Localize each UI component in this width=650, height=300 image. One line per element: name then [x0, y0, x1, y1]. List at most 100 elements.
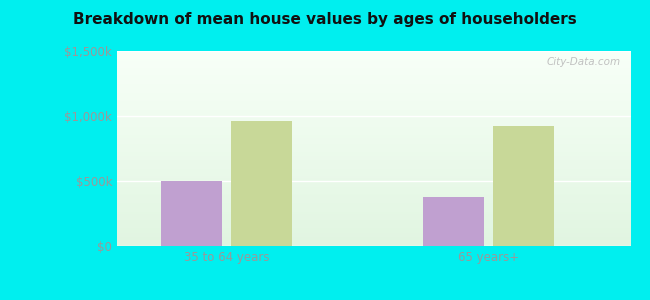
Bar	[8, 115, 650, 116]
Bar	[8, 241, 650, 242]
Text: Breakdown of mean house values by ages of householders: Breakdown of mean house values by ages o…	[73, 12, 577, 27]
Bar	[8, 68, 650, 70]
Bar	[8, 84, 650, 85]
Bar	[8, 103, 650, 105]
Bar	[8, 95, 650, 96]
Bar	[8, 195, 650, 196]
Bar	[8, 66, 650, 67]
Bar	[8, 106, 650, 107]
Bar	[8, 194, 650, 195]
Bar	[8, 133, 650, 134]
Bar	[8, 132, 650, 133]
Bar	[8, 204, 650, 205]
Bar	[8, 76, 650, 77]
Bar	[8, 74, 650, 75]
Bar	[8, 64, 650, 66]
Bar	[8, 224, 650, 226]
Bar	[8, 52, 650, 53]
Bar	[8, 157, 650, 158]
Bar	[8, 229, 650, 230]
Bar	[8, 206, 650, 207]
Bar	[231, 121, 292, 246]
Bar	[8, 237, 650, 238]
Bar	[8, 188, 650, 190]
Bar	[8, 223, 650, 224]
Bar	[8, 127, 650, 128]
Bar	[8, 231, 650, 232]
Bar	[8, 112, 650, 113]
Bar	[8, 152, 650, 153]
Bar	[8, 96, 650, 97]
Bar	[8, 107, 650, 109]
Bar	[8, 94, 650, 95]
Bar	[8, 216, 650, 217]
Bar	[8, 83, 650, 84]
Bar	[493, 126, 554, 246]
Bar	[8, 179, 650, 180]
Bar	[8, 54, 650, 55]
Bar	[8, 100, 650, 101]
Bar	[8, 165, 650, 166]
Bar	[8, 148, 650, 149]
Bar	[8, 193, 650, 194]
Bar	[8, 233, 650, 234]
Bar	[8, 171, 650, 172]
Bar	[8, 217, 650, 218]
Bar	[8, 154, 650, 155]
Bar	[8, 75, 650, 76]
Bar	[8, 92, 650, 93]
Bar	[8, 161, 650, 162]
Bar	[8, 140, 650, 141]
Bar	[8, 201, 650, 202]
Bar	[8, 202, 650, 203]
Bar	[8, 162, 650, 163]
Bar	[8, 172, 650, 173]
Bar	[8, 98, 650, 99]
Bar	[8, 62, 650, 63]
Bar	[8, 128, 650, 129]
Bar	[8, 196, 650, 197]
Bar	[8, 199, 650, 200]
Bar	[8, 89, 650, 90]
Bar	[8, 63, 650, 64]
Bar	[8, 143, 650, 144]
Bar	[8, 184, 650, 185]
Bar	[8, 67, 650, 68]
Bar	[8, 119, 650, 120]
Bar	[8, 91, 650, 92]
Bar	[8, 117, 650, 118]
Bar	[8, 190, 650, 191]
Bar	[8, 102, 650, 103]
Bar	[8, 212, 650, 213]
Bar	[8, 71, 650, 72]
Bar	[8, 177, 650, 178]
Bar	[8, 87, 650, 88]
Bar	[8, 170, 650, 171]
Bar	[8, 238, 650, 239]
Bar	[8, 232, 650, 233]
Bar	[8, 135, 650, 136]
Bar	[8, 57, 650, 58]
Bar	[8, 198, 650, 199]
Bar	[8, 124, 650, 125]
Bar	[8, 110, 650, 111]
Bar	[8, 168, 650, 169]
Bar	[8, 88, 650, 89]
Bar	[8, 169, 650, 170]
Bar	[8, 197, 650, 198]
Bar	[8, 118, 650, 119]
Bar	[8, 61, 650, 62]
Bar	[8, 56, 650, 57]
Bar	[8, 146, 650, 148]
Bar	[8, 149, 650, 150]
Bar	[8, 138, 650, 139]
Bar	[8, 155, 650, 156]
Bar	[8, 243, 650, 244]
Bar	[8, 230, 650, 231]
Bar	[8, 82, 650, 83]
Bar	[8, 244, 650, 245]
Bar	[8, 144, 650, 145]
Bar	[8, 70, 650, 71]
Bar	[8, 236, 650, 237]
Bar	[8, 126, 650, 127]
